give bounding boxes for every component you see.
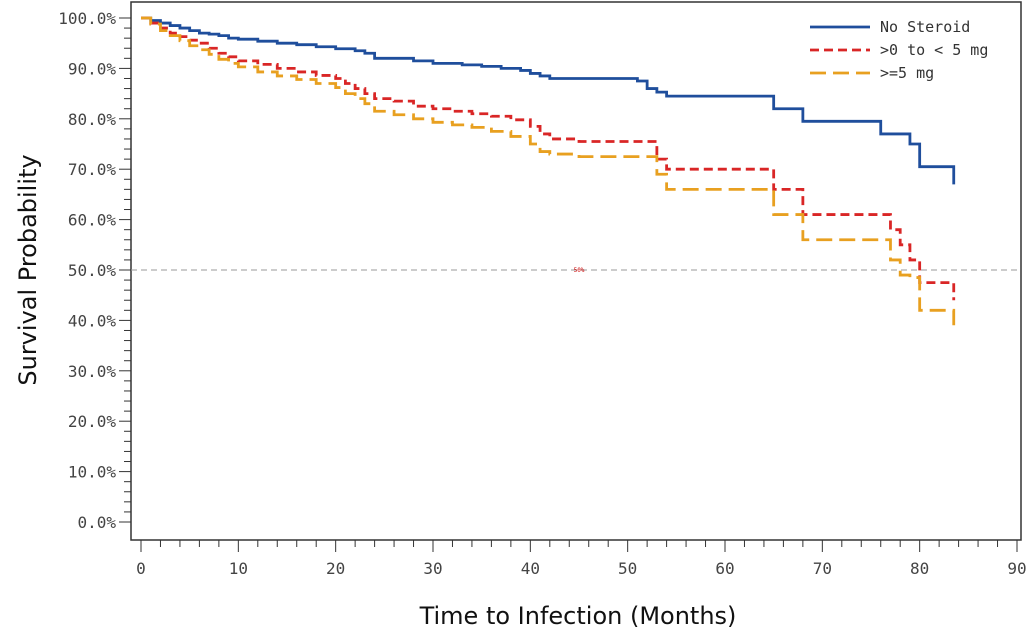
x-tick-label: 40 <box>521 559 540 578</box>
x-tick-label: 60 <box>715 559 734 578</box>
x-axis-title: Time to Infection (Months) <box>419 602 737 630</box>
reference-line-label: 50% <box>574 267 585 274</box>
y-tick-label: 100.0% <box>58 9 116 28</box>
legend: No Steroid >0 to < 5 mg >=5 mg <box>810 18 988 82</box>
x-tick-label: 10 <box>229 559 248 578</box>
x-tick-label: 0 <box>136 559 146 578</box>
y-axis: 0.0% 10.0% 20.0% 30.0% 40.0% 50.0% 60.0% 70.0% 8… <box>58 9 131 532</box>
y-tick-label: 70.0% <box>68 160 117 179</box>
x-tick-label: 90 <box>1007 559 1026 578</box>
y-tick-label: 0.0% <box>77 513 116 532</box>
series-line-0 <box>141 16 956 185</box>
x-tick-label: 80 <box>910 559 929 578</box>
plot-frame <box>130 1 1022 541</box>
y-tick-label: 40.0% <box>68 311 117 330</box>
y-axis-title: Survival Probability <box>14 154 42 385</box>
series-group <box>141 16 956 326</box>
x-tick-label: 70 <box>813 559 832 578</box>
x-tick-label: 50 <box>618 559 637 578</box>
x-tick-label: 30 <box>423 559 442 578</box>
y-tick-label: 10.0% <box>68 463 117 482</box>
y-tick-label: 80.0% <box>68 110 117 129</box>
legend-label-1: >0 to < 5 mg <box>880 41 988 59</box>
x-tick-label: 20 <box>326 559 345 578</box>
x-axis: 0 10 20 30 40 50 60 70 80 90 <box>136 540 1027 578</box>
reference-line-group: 50% <box>131 267 1021 274</box>
y-tick-label: 90.0% <box>68 59 117 78</box>
series-line-2 <box>141 16 956 326</box>
series-line-1 <box>141 16 956 301</box>
legend-label-2: >=5 mg <box>880 64 934 82</box>
y-tick-label: 30.0% <box>68 362 117 381</box>
legend-label-0: No Steroid <box>880 18 970 36</box>
y-tick-label: 50.0% <box>68 261 117 280</box>
y-tick-label: 60.0% <box>68 211 117 230</box>
y-tick-label: 20.0% <box>68 412 117 431</box>
